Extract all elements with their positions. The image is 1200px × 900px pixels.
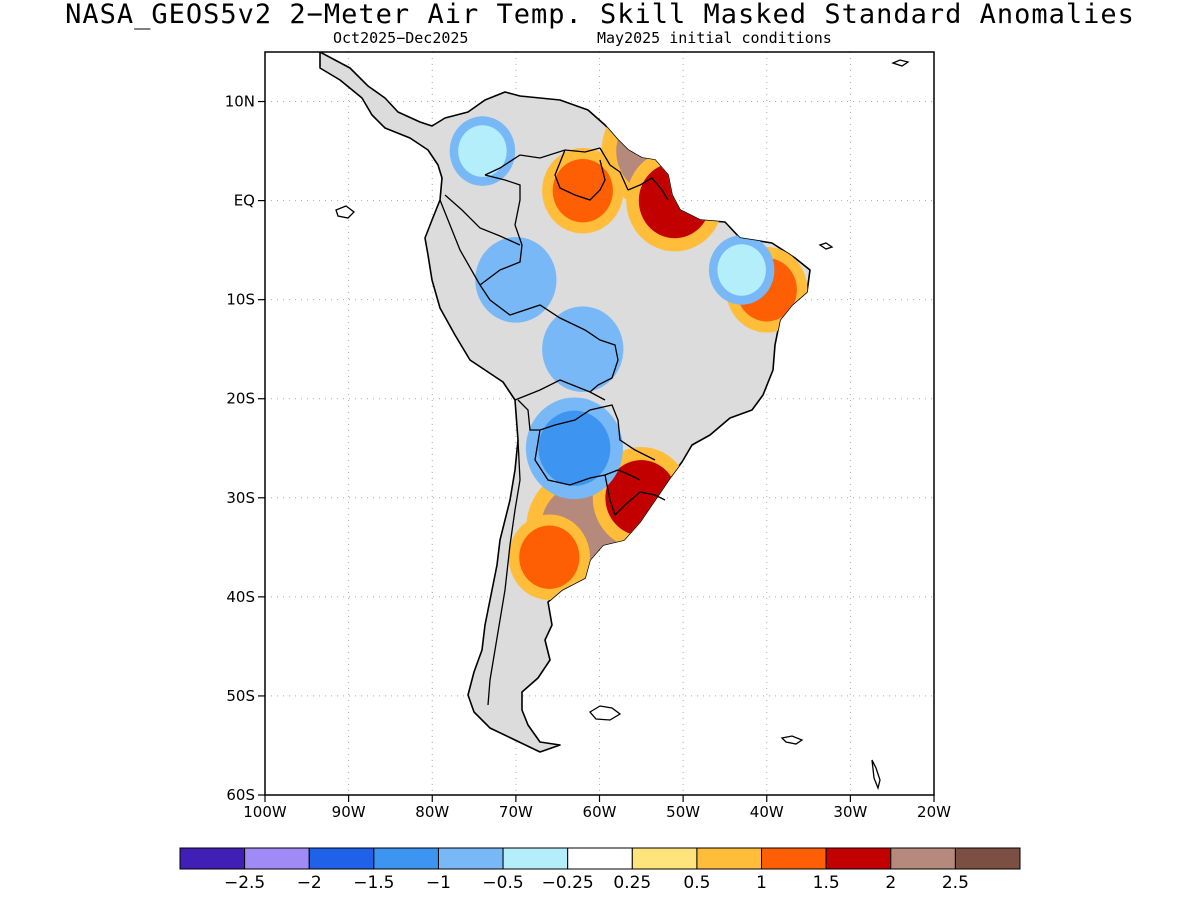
- colorbar-swatch: [179, 847, 246, 870]
- longitude-axis: 100W 90W 80W 70W 60W 50W 40W 30W 20W: [243, 795, 951, 821]
- lat-tick-label: 20S: [226, 390, 255, 408]
- colorbar-label: −0.5: [482, 873, 523, 893]
- lon-tick-label: 80W: [415, 803, 449, 821]
- lon-tick-label: 100W: [243, 803, 287, 821]
- colorbar-swatch: [244, 847, 310, 870]
- colorbar-label: 0.5: [683, 873, 710, 893]
- colorbar-label: −0.25: [542, 873, 594, 893]
- anomaly-northeast-brazil-cool: [717, 244, 766, 296]
- colorbar-label: −1: [426, 873, 451, 893]
- anomaly-pampas-warm: [519, 525, 580, 589]
- colorbar-label: −2.5: [224, 873, 265, 893]
- anomaly-amazon-mouth-warm: [638, 162, 711, 239]
- colorbar-swatch: [761, 847, 827, 870]
- colorbar-label: −1.5: [353, 873, 394, 893]
- colorbar-swatch: [890, 847, 956, 870]
- lon-tick-label: 40W: [750, 803, 784, 821]
- lon-tick-label: 20W: [917, 803, 951, 821]
- anomaly-bolivia-cool: [552, 317, 613, 381]
- forecast-period: Oct2025−Dec2025: [333, 29, 469, 47]
- anomaly-venezuela-south-warm: [552, 158, 613, 223]
- latitude-axis: 10N EQ 10S 20S 30S 40S 50S 60S: [225, 93, 265, 804]
- islands: [335, 59, 910, 791]
- lon-tick-label: 70W: [499, 803, 533, 821]
- colorbar-label: 1: [756, 873, 767, 893]
- lon-tick-label: 50W: [666, 803, 700, 821]
- colorbar-swatch: [567, 847, 633, 870]
- colorbar-swatch: [631, 847, 698, 870]
- lat-tick-label: 30S: [226, 489, 255, 507]
- lon-tick-label: 90W: [332, 803, 366, 821]
- lon-tick-label: 60W: [583, 803, 617, 821]
- lat-tick-label: 40S: [226, 588, 255, 606]
- colorbar-label: 2: [885, 873, 896, 893]
- colorbar-swatch: [825, 847, 892, 870]
- lon-tick-label: 30W: [833, 803, 867, 821]
- country-borders: [439, 147, 669, 706]
- colorbar-swatch: [373, 847, 439, 870]
- anomaly-colombia-cool: [458, 125, 507, 177]
- colorbar: −2.5 −2 −1.5 −1 −0.5 −0.25 0.25 0.5 1 1.5 2 2.5: [179, 847, 1021, 893]
- colorbar-swatch: [954, 847, 1021, 870]
- colorbar-label: 1.5: [813, 873, 840, 893]
- initial-conditions: May2025 initial conditions: [597, 29, 832, 47]
- lat-tick-label: EQ: [234, 192, 255, 210]
- map-title: NASA_GEOS5v2 2−Meter Air Temp. Skill Mas…: [65, 0, 1135, 30]
- colorbar-label: 2.5: [942, 873, 969, 893]
- colorbar-swatch: [696, 847, 763, 870]
- colorbar-label: 0.25: [613, 873, 651, 893]
- lat-tick-label: 10S: [226, 291, 255, 309]
- anomaly-peru-brazil-border-cool: [485, 248, 546, 312]
- lat-tick-label: 10N: [225, 93, 255, 111]
- colorbar-swatch: [437, 847, 504, 870]
- colorbar-label: −2: [297, 873, 322, 893]
- colorbar-swatch: [308, 847, 375, 870]
- anomaly-shading: [449, 92, 808, 601]
- lat-tick-label: 50S: [226, 687, 255, 705]
- lat-tick-label: 60S: [226, 786, 255, 804]
- anomaly-paraguay-chaco-cool: [538, 410, 611, 486]
- colorbar-swatch: [502, 847, 569, 870]
